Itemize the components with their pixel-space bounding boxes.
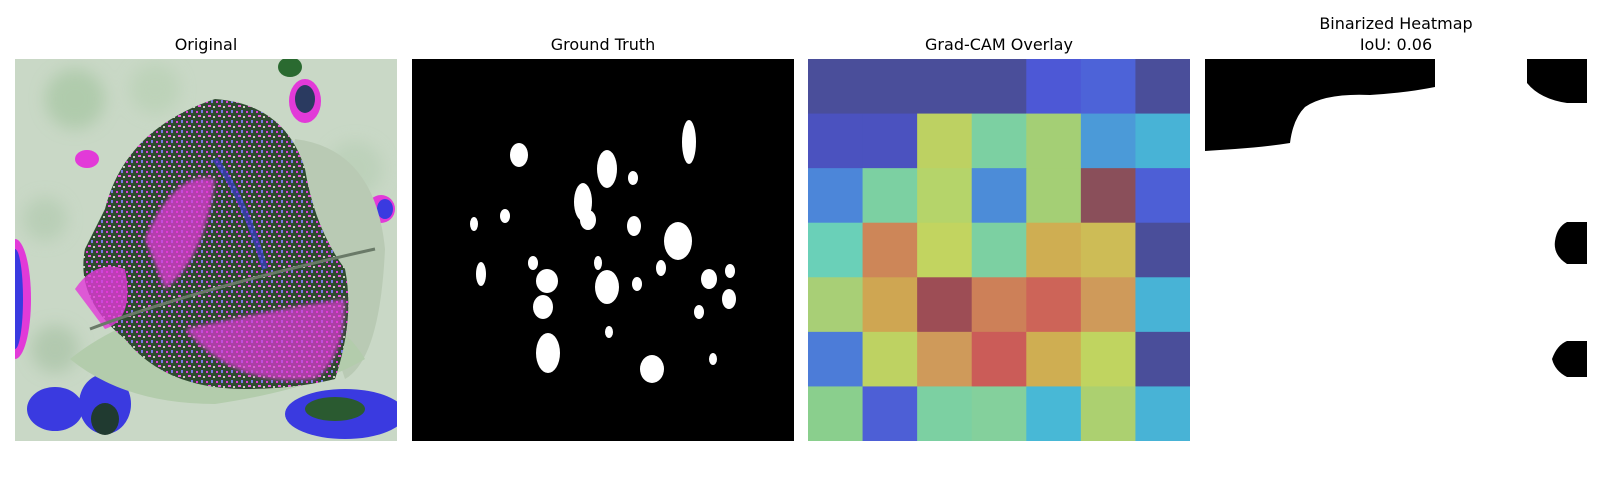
gradcam-cell: [971, 277, 1027, 333]
gradcam-cell: [1135, 386, 1190, 441]
gradcam-cell: [808, 277, 864, 333]
gradcam-cell: [1026, 113, 1082, 169]
gradcam-cell: [971, 222, 1027, 278]
gradcam-cell: [1135, 331, 1190, 387]
gradcam-overlay-title: Grad-CAM Overlay: [925, 35, 1073, 54]
gradcam-cell: [1080, 59, 1136, 115]
original-title: Original: [174, 35, 238, 54]
gradcam-cell: [1135, 59, 1190, 115]
gradcam-cell: [808, 59, 864, 115]
gradcam-cell: [1080, 386, 1136, 441]
gradcam-cell: [917, 386, 973, 441]
gradcam-cell: [1026, 168, 1082, 224]
iou-score: IoU: 0.06: [1359, 35, 1433, 54]
gradcam-cell: [971, 168, 1027, 224]
ground-truth-mask: [412, 59, 794, 441]
binarized-heatmap: [1205, 59, 1587, 441]
gradcam-cell: [1135, 168, 1190, 224]
gradcam-cell: [1080, 113, 1136, 169]
gradcam-cell: [862, 59, 918, 115]
gradcam-cell: [971, 59, 1027, 115]
gradcam-cell: [1135, 277, 1190, 333]
gradcam-cell: [862, 277, 918, 333]
gradcam-cell: [917, 113, 973, 169]
gradcam-cell: [862, 386, 918, 441]
gradcam-cell: [808, 222, 864, 278]
gradcam-cell: [1026, 331, 1082, 387]
gradcam-cell: [1026, 386, 1082, 441]
gradcam-cell: [917, 277, 973, 333]
gradcam-cell: [971, 113, 1027, 169]
gradcam-cell: [862, 168, 918, 224]
binarized-heatmap-title: Binarized Heatmap IoU: 0.06: [1205, 13, 1587, 55]
gradcam-cell: [808, 386, 864, 441]
gradcam-cell: [971, 386, 1027, 441]
gradcam-cell: [1026, 222, 1082, 278]
gradcam-cell: [917, 222, 973, 278]
gradcam-cell: [808, 168, 864, 224]
gradcam-cell: [917, 168, 973, 224]
gradcam-cell: [1080, 168, 1136, 224]
gradcam-cell: [1135, 222, 1190, 278]
gradcam-cell: [808, 113, 864, 169]
gradcam-cell: [862, 222, 918, 278]
gradcam-cell: [862, 113, 918, 169]
gradcam-cell: [1026, 59, 1082, 115]
gradcam-cell: [1080, 331, 1136, 387]
gradcam-cell: [917, 59, 973, 115]
ground-truth-title: Ground Truth: [550, 35, 656, 54]
gradcam-cell: [1135, 113, 1190, 169]
gradcam-overlay: [808, 59, 1190, 441]
gradcam-cell: [1080, 222, 1136, 278]
gradcam-cell: [862, 331, 918, 387]
gradcam-cell: [917, 331, 973, 387]
gradcam-cell: [808, 331, 864, 387]
gradcam-cell: [1080, 277, 1136, 333]
gradcam-cell: [971, 331, 1027, 387]
gradcam-cell: [1026, 277, 1082, 333]
binarized-heatmap-heading: Binarized Heatmap: [1319, 14, 1473, 33]
original-image: [15, 59, 397, 441]
